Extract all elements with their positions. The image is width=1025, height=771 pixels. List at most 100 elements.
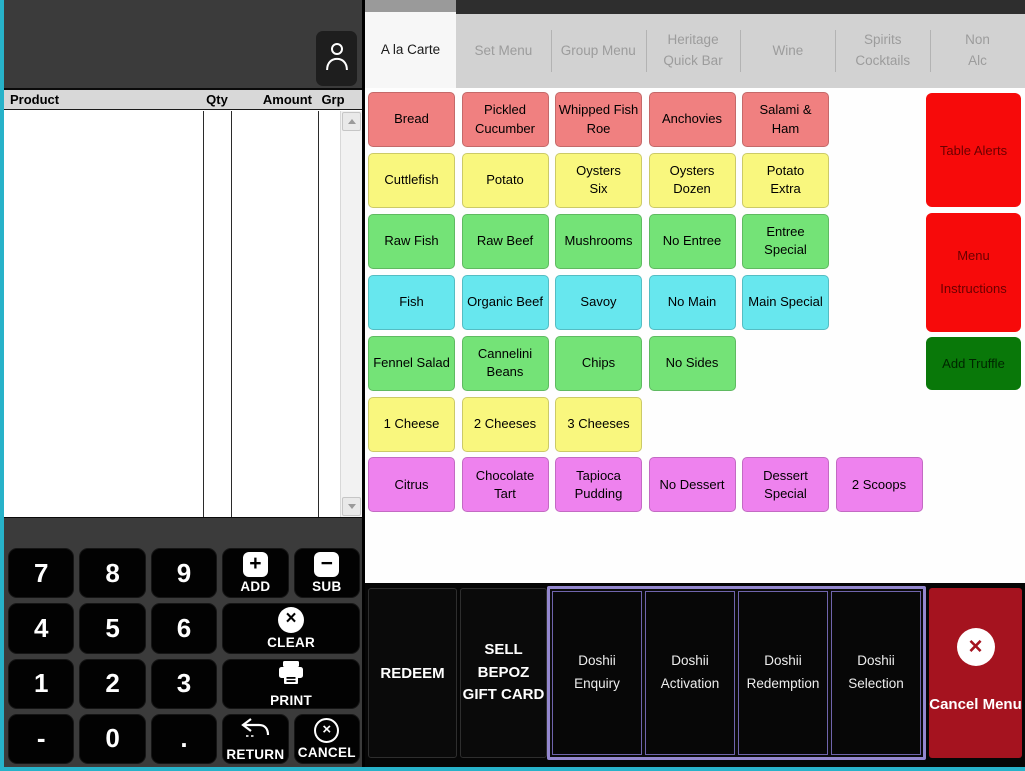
cancel-menu-label: Cancel Menu — [929, 696, 1022, 713]
key-label: 0 — [105, 723, 120, 754]
key-7[interactable]: 7 — [8, 548, 75, 599]
side-button-column: Table Alerts Menu Instructions Add Truffle — [926, 88, 1021, 583]
key-label: 9 — [176, 557, 192, 588]
menu-item-tapioca-pudding[interactable]: Tapioca Pudding — [555, 457, 642, 513]
menu-item-raw-fish[interactable]: Raw Fish — [368, 213, 455, 269]
menu-item-cuttlefish[interactable]: Cuttlefish — [368, 152, 455, 208]
triangle-down-icon — [347, 504, 356, 509]
key-clear[interactable]: × CLEAR — [222, 603, 360, 654]
key-9[interactable]: 9 — [150, 548, 218, 599]
menu-item-dessert-special[interactable]: Dessert Special — [742, 457, 829, 513]
plus-icon: + — [242, 552, 268, 578]
menu-item-organic-beef[interactable]: Organic Beef — [461, 274, 549, 330]
tab-spirits-cocktails[interactable]: Spirits Cocktails — [835, 14, 931, 88]
key-4[interactable]: 4 — [8, 603, 75, 654]
redeem-button[interactable]: REDEEM — [368, 588, 457, 758]
sell-gift-card-button[interactable]: SELL BEPOZ GIFT CARD — [460, 588, 547, 758]
menu-item-no-sides[interactable]: No Sides — [648, 335, 736, 391]
tab-bar: A la Carte Set Menu Group Menu Heritage Qui… — [365, 0, 1025, 88]
column-header-qty: Qty — [206, 92, 228, 107]
user-button[interactable] — [316, 31, 357, 86]
key-1[interactable]: 1 — [8, 658, 75, 709]
menu-item-mushrooms[interactable]: Mushrooms — [555, 213, 642, 269]
menu-item-1-cheese[interactable]: 1 Cheese — [368, 396, 455, 452]
person-icon — [323, 38, 351, 79]
key-sub[interactable]: − SUB — [293, 548, 360, 599]
doshii-activation-button[interactable]: Doshii Activation — [645, 591, 735, 755]
tab-heritage-quick-bar[interactable]: Heritage Quick Bar — [645, 14, 741, 88]
menu-item-fennel-salad[interactable]: Fennel Salad — [368, 335, 455, 391]
menu-item-main-special[interactable]: Main Special — [742, 274, 829, 330]
menu-item-whipped-fish-roe[interactable]: Whipped Fish Roe — [555, 92, 642, 147]
doshii-redemption-button[interactable]: Doshii Redemption — [738, 591, 828, 755]
key-[interactable]: . — [150, 713, 218, 764]
menu-item-chocolate-tart[interactable]: Chocolate Tart — [461, 457, 549, 513]
key-print[interactable]: PRINT — [222, 658, 360, 709]
order-table: Product Qty Amount Grp — [4, 88, 362, 518]
menu-item-chips[interactable]: Chips — [555, 335, 642, 391]
menu-item-fish[interactable]: Fish — [368, 274, 455, 330]
key-return[interactable]: RETURN — [222, 713, 289, 764]
tab-a-la-carte[interactable]: A la Carte — [365, 0, 456, 88]
order-table-header: Product Qty Amount Grp — [4, 90, 362, 110]
cancel-menu-button[interactable]: × Cancel Menu — [929, 588, 1022, 758]
key-label: 6 — [176, 612, 192, 643]
key-label: 5 — [105, 612, 120, 643]
menu-item-no-dessert[interactable]: No Dessert — [648, 457, 736, 513]
key-6[interactable]: 6 — [150, 603, 218, 654]
key-label: 7 — [33, 557, 49, 588]
add-truffle-button[interactable]: Add Truffle — [926, 337, 1021, 390]
menu-instructions-button[interactable]: Menu Instructions — [926, 213, 1021, 332]
menu-item-salami-ham[interactable]: Salami & Ham — [742, 92, 829, 147]
key-label: PRINT — [270, 692, 313, 708]
key-8[interactable]: 8 — [79, 548, 146, 599]
scroll-down-button[interactable] — [342, 497, 361, 516]
key-3[interactable]: 3 — [150, 658, 218, 709]
menu-grid: Bread Pickled Cucumber Whipped Fish Roe Anc… — [368, 92, 925, 583]
order-scrollbar[interactable] — [340, 111, 362, 517]
tab-non-alc[interactable]: Non Alc — [930, 14, 1025, 88]
key-label: . — [180, 723, 188, 754]
cancel-x-icon: × — [956, 628, 995, 666]
menu-item-bread[interactable]: Bread — [368, 92, 455, 147]
key-5[interactable]: 5 — [79, 603, 146, 654]
menu-item-citrus[interactable]: Citrus — [368, 457, 455, 513]
tab-group-menu[interactable]: Group Menu — [550, 14, 646, 88]
column-header-product: Product — [10, 92, 60, 107]
menu-item-oysters-dozen[interactable]: Oysters Dozen — [648, 152, 736, 208]
menu-item-2-cheeses[interactable]: 2 Cheeses — [461, 396, 549, 452]
menu-item-2-scoops[interactable]: 2 Scoops — [835, 457, 923, 513]
doshii-enquiry-button[interactable]: Doshii Enquiry — [552, 591, 642, 755]
key-2[interactable]: 2 — [79, 658, 146, 709]
key-label: - — [36, 723, 46, 754]
column-header-grp: Grp — [321, 92, 345, 107]
printer-icon — [276, 660, 306, 691]
menu-item-no-entree[interactable]: No Entree — [648, 213, 736, 269]
menu-item-potato-extra[interactable]: Potato Extra — [742, 152, 829, 208]
tab-wine[interactable]: Wine — [740, 14, 836, 88]
menu-item-no-main[interactable]: No Main — [648, 274, 736, 330]
key-add[interactable]: + ADD — [222, 548, 289, 599]
menu-item-cannelini-beans[interactable]: Cannelini Beans — [461, 335, 549, 391]
doshii-selection-button[interactable]: Doshii Selection — [831, 591, 921, 755]
key-label: 1 — [33, 668, 49, 699]
menu-section: A la Carte Set Menu Group Menu Heritage Qui… — [365, 0, 1025, 771]
key-label: 2 — [105, 668, 120, 699]
menu-item-savoy[interactable]: Savoy — [555, 274, 642, 330]
menu-item-potato[interactable]: Potato — [461, 152, 549, 208]
order-panel: Product Qty Amount Grp 7 8 9 + ADD − SUB 4 5 6 × CL… — [4, 0, 362, 767]
menu-item-entree-special[interactable]: Entree Special — [742, 213, 829, 269]
table-alerts-button[interactable]: Table Alerts — [926, 93, 1021, 207]
key-[interactable]: - — [8, 713, 75, 764]
tab-set-menu[interactable]: Set Menu — [456, 14, 551, 88]
key-label: ADD — [240, 579, 271, 595]
menu-item-3-cheeses[interactable]: 3 Cheeses — [555, 396, 642, 452]
key-cancel[interactable]: × CANCEL — [293, 713, 360, 764]
menu-item-anchovies[interactable]: Anchovies — [648, 92, 736, 147]
scroll-up-button[interactable] — [342, 112, 361, 131]
menu-item-pickled-cucumber[interactable]: Pickled Cucumber — [461, 92, 549, 147]
key-label: 8 — [105, 557, 120, 588]
menu-item-oysters-six[interactable]: Oysters Six — [555, 152, 642, 208]
key-0[interactable]: 0 — [79, 713, 146, 764]
menu-item-raw-beef[interactable]: Raw Beef — [461, 213, 549, 269]
